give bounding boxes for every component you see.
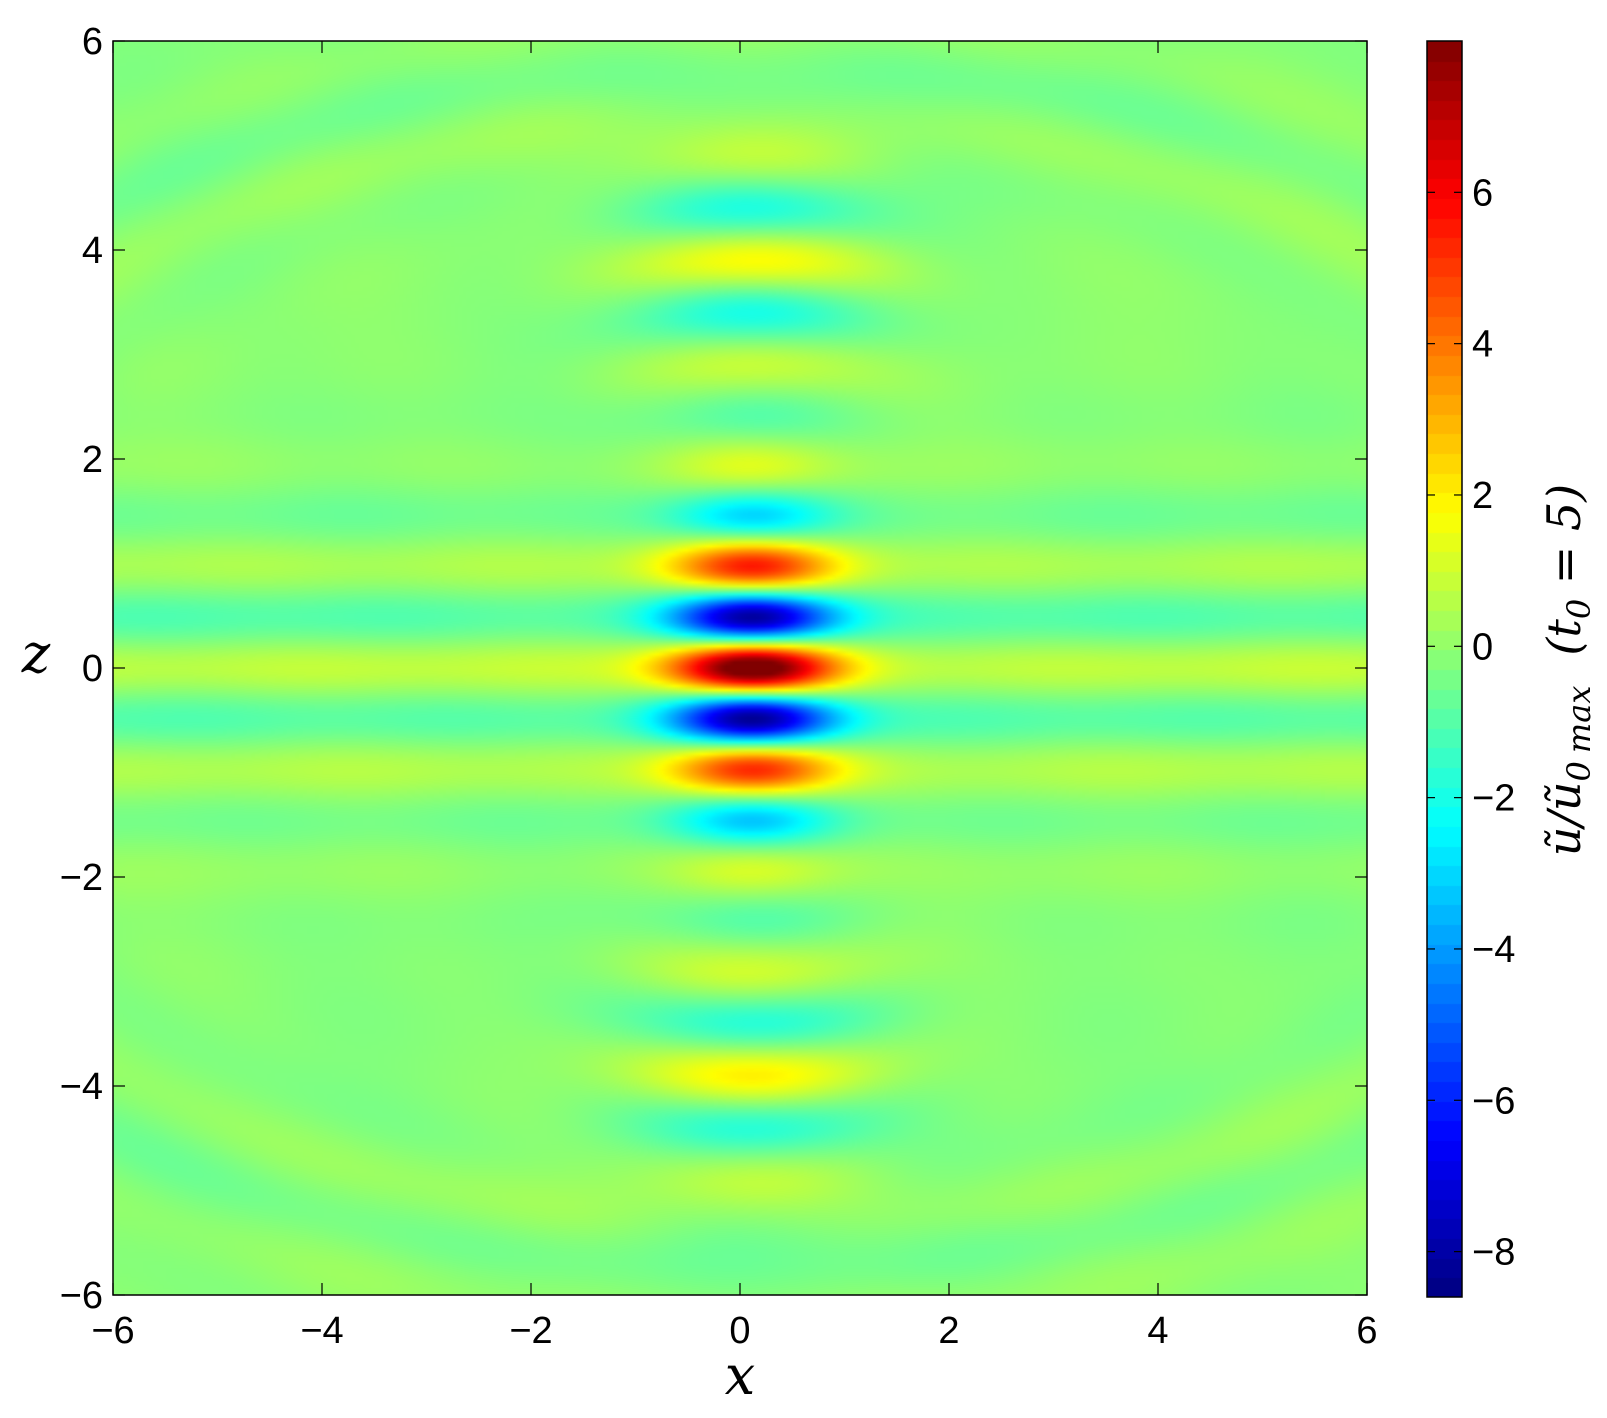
colorbar-tick-label: 4 <box>1472 324 1493 366</box>
x-tick-label: −6 <box>91 1310 134 1352</box>
colorbar-label-sub0: 0 <box>1560 761 1598 781</box>
x-axis: −6 −4 −2 0 2 4 6 <box>91 41 1378 1352</box>
colorbar-label-paren-rest: = 5) <box>1537 484 1591 599</box>
colorbar-tick-label: −4 <box>1472 929 1515 971</box>
x-tick-label: −4 <box>300 1310 343 1352</box>
y-tick-label: 6 <box>82 21 103 63</box>
y-tick-label: 0 <box>82 648 103 690</box>
x-tick-label: 2 <box>938 1310 959 1352</box>
x-tick-label: 0 <box>729 1310 750 1352</box>
svg-text:ũ/ũ0max(t0 = 5): ũ/ũ0max(t0 = 5) <box>1537 484 1598 856</box>
y-tick-label: 4 <box>82 230 103 272</box>
y-tick-label: −2 <box>60 857 103 899</box>
colorbar-tick-label: 0 <box>1472 626 1493 668</box>
x-tick-label: −2 <box>509 1310 552 1352</box>
colorbar-tick-label: −6 <box>1472 1080 1515 1122</box>
colorbar-label-submax: max <box>1560 686 1598 753</box>
y-tick-label: −6 <box>60 1275 103 1317</box>
colorbar-label: ũ/ũ0max(t0 = 5) <box>1537 484 1598 856</box>
colorbar-label-paren: (t <box>1537 619 1591 656</box>
colorbar-ticks: 6 4 2 0 −2 −4 −6 −8 <box>1427 172 1515 1274</box>
y-axis: −6 −4 −2 0 2 4 6 <box>60 21 1367 1317</box>
colorbar-tick-label: −8 <box>1472 1232 1515 1274</box>
colorbar-tick-label: 2 <box>1472 475 1493 517</box>
y-tick-label: −4 <box>60 1066 103 1108</box>
y-tick-label: 2 <box>82 439 103 481</box>
colorbar-label-paren-sub: 0 <box>1560 599 1598 619</box>
heatmap <box>113 41 1367 1295</box>
colorbar-tick-label: 6 <box>1472 172 1493 214</box>
x-tick-label: 4 <box>1147 1310 1168 1352</box>
x-axis-label: x <box>725 1344 755 1407</box>
y-axis-label: z <box>21 622 51 685</box>
colorbar-label-main: ũ/ũ <box>1537 781 1591 856</box>
x-tick-label: 6 <box>1356 1310 1377 1352</box>
colorbar-tick-label: −2 <box>1472 778 1515 820</box>
